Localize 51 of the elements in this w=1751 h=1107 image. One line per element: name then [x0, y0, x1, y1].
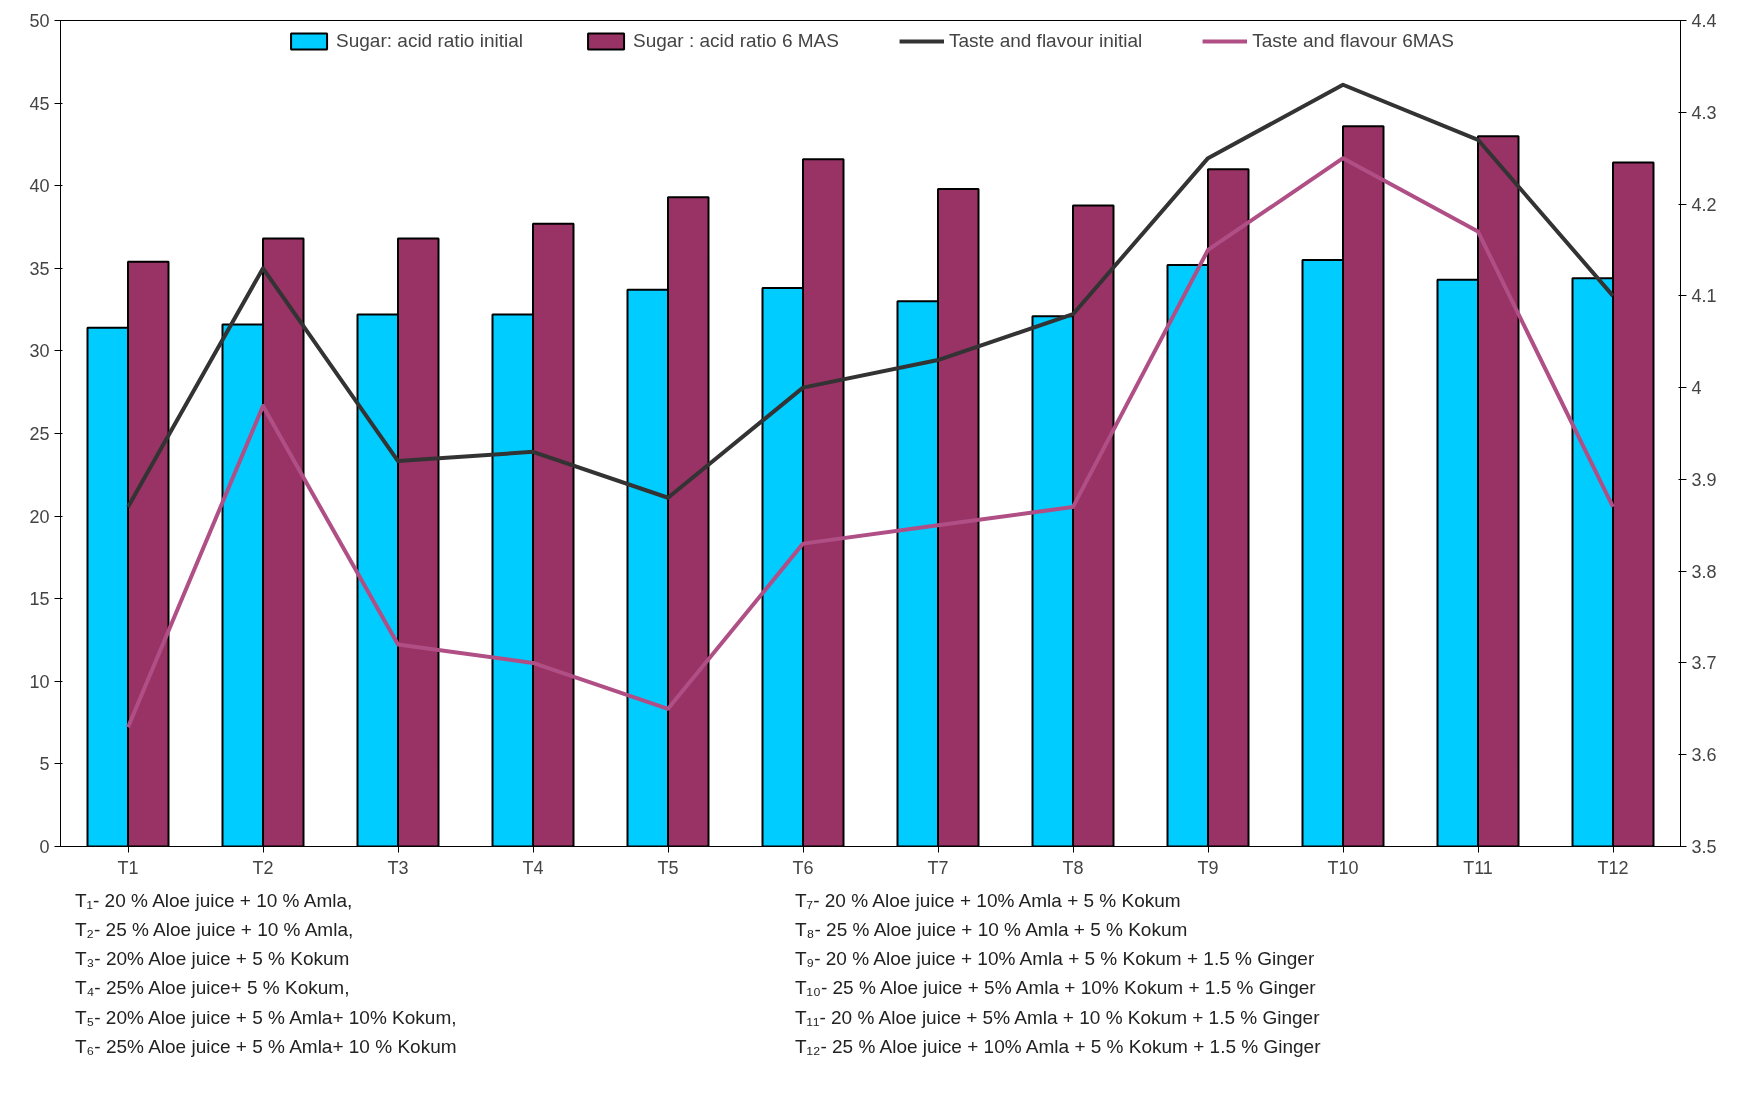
text: T₉- 20 % Aloe juice + 10% Amla + 5 % Kokum + 1.5 % Ginger: [795, 947, 1316, 972]
y-tick-label: 0: [39, 837, 50, 857]
y2-tick-label: 4.1: [1691, 286, 1717, 307]
y2-tick-label: 3.6: [1691, 745, 1717, 766]
text: T₇- 20 % Aloe juice + 10% Amla + 5 % Kokum: [795, 889, 1182, 913]
y-tick-label: 20: [29, 506, 50, 527]
y-tick-label: 45: [29, 93, 50, 114]
y2-tick-label: 4.2: [1691, 194, 1717, 215]
x-tick-label: T8: [1062, 857, 1084, 878]
legend-label: Taste and flavour 6MAS: [1252, 30, 1454, 52]
y-tick-label: 5: [39, 754, 50, 775]
y-tick-label: 10: [29, 671, 50, 692]
x-tick-label: T10: [1327, 857, 1359, 878]
line-series: [126, 82, 1615, 509]
text: T₃- 20% Aloe juice + 5 % Kokum: [75, 947, 351, 972]
x-tick-label: T11: [1463, 857, 1493, 878]
x-tick-label: T6: [792, 857, 814, 878]
legend-label: Taste and flavour initial: [948, 30, 1143, 52]
y-tick-label: 40: [29, 176, 50, 197]
text: T₄- 25% Aloe juice+ 5 % Kokum,: [75, 976, 351, 1001]
y2-tick-label: 3.5: [1691, 837, 1717, 857]
x-tick-label: T12: [1597, 857, 1629, 878]
text: T₅- 20% Aloe juice + 5 % Amla+ 10% Kokum,: [75, 1005, 458, 1030]
x-tick-label: T5: [657, 857, 679, 878]
y2-tick-label: 4.3: [1691, 102, 1717, 123]
text: T₁₁- 20 % Aloe juice + 5% Amla + 10 % Kokum + 1.5 % Ginger: [795, 1005, 1321, 1030]
y-tick-label: 15: [29, 589, 50, 610]
line-series: [126, 156, 1615, 730]
text: T₈- 25 % Aloe juice + 10 % Amla + 5 % Kokum: [795, 918, 1189, 943]
text: T₁₀- 25 % Aloe juice + 5% Amla + 10% Kokum + 1.5 % Ginger: [795, 976, 1317, 1001]
x-tick-label: T1: [117, 857, 139, 878]
x-tick-label: T2: [252, 857, 274, 878]
x-tick-label: T3: [387, 857, 409, 878]
y-tick-label: 30: [29, 341, 50, 362]
text: T₁- 20 % Aloe juice + 10 % Amla,: [75, 889, 354, 913]
text: T₁₂- 25 % Aloe juice + 10% Amla + 5 % Kokum + 1.5 % Ginger: [795, 1034, 1321, 1059]
y2-tick-label: 4.4: [1691, 11, 1717, 31]
x-tick-label: T4: [522, 857, 544, 878]
y2-tick-label: 3.9: [1691, 469, 1717, 490]
legend-label: Sugar: acid ratio initial: [336, 30, 523, 52]
y-tick-label: 50: [29, 11, 50, 31]
x-tick-label: T9: [1197, 857, 1219, 878]
legend-label: Sugar : acid ratio 6 MAS: [633, 30, 839, 52]
y2-tick-label: 3.8: [1691, 561, 1717, 582]
text: T₂- 25 % Aloe juice + 10 % Amla,: [75, 918, 355, 943]
y-tick-label: 25: [29, 424, 50, 444]
y2-tick-label: 3.7: [1691, 653, 1717, 674]
x-tick-label: T7: [927, 857, 949, 878]
y2-tick-label: 4: [1691, 378, 1702, 399]
text: T₆- 25% Aloe juice + 5 % Amla+ 10 % Kokum: [75, 1034, 458, 1059]
y-tick-label: 35: [29, 258, 50, 279]
